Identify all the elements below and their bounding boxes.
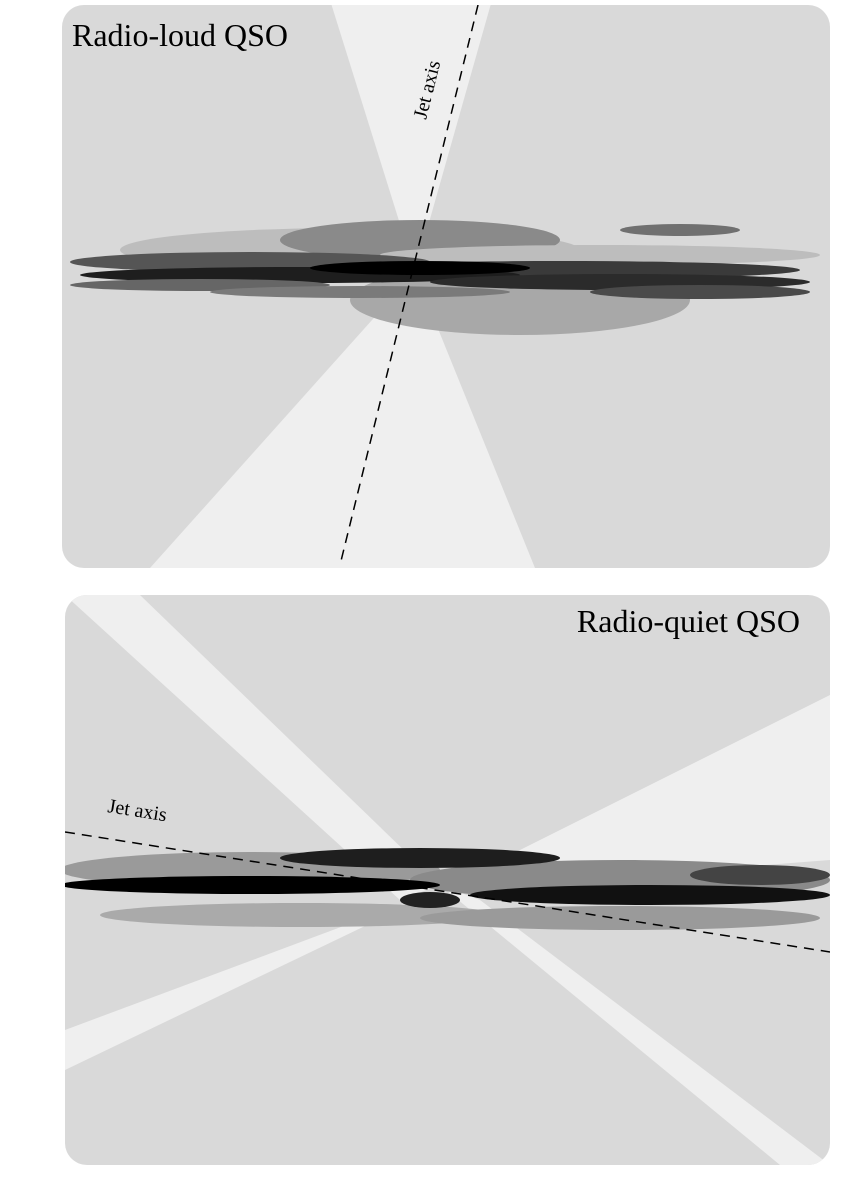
panel-title: Radio-loud QSO bbox=[72, 17, 288, 53]
panel-radio-quiet: Radio-quiet QSO Jet axis bbox=[65, 595, 830, 1165]
jet-cone bbox=[150, 272, 535, 568]
torus bbox=[70, 220, 820, 335]
jet-axis bbox=[339, 5, 479, 566]
jet-cone bbox=[65, 595, 440, 900]
jet-cone bbox=[330, 5, 492, 272]
panel-title: Radio-quiet QSO bbox=[577, 603, 800, 639]
jet-cone bbox=[65, 890, 440, 1070]
jet-cone bbox=[440, 695, 830, 890]
panel-radio-loud: Radio-loud QSO Jet axis bbox=[62, 5, 830, 568]
torus bbox=[65, 848, 830, 930]
jet-cone bbox=[440, 885, 830, 1165]
